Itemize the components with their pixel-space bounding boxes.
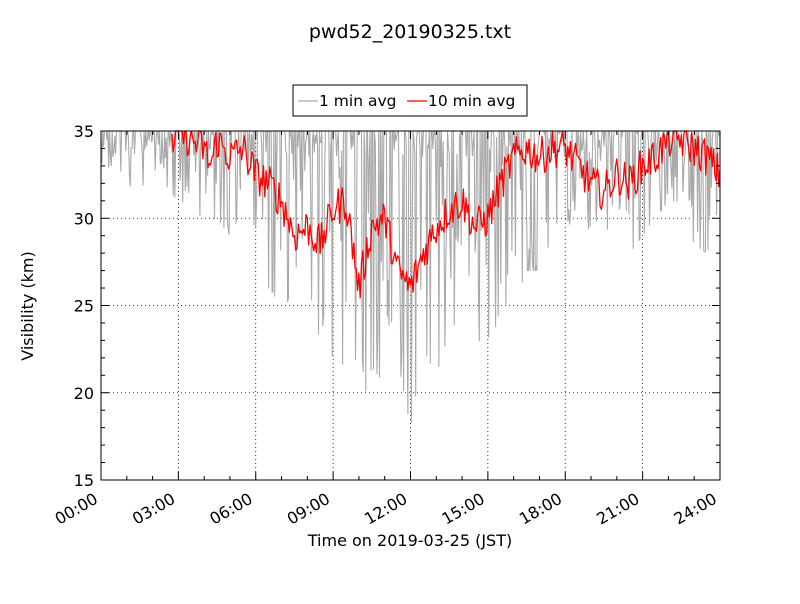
- x-tick-label: 18:00: [516, 489, 565, 529]
- x-axis-label: Time on 2019-03-25 (JST): [307, 531, 512, 550]
- legend-label-10min: 10 min avg: [428, 92, 515, 110]
- y-tick-label: 35: [74, 122, 94, 141]
- series-layer: [100, 130, 721, 423]
- series-line-10min-avg: [171, 130, 721, 299]
- y-tick-label: 20: [74, 384, 94, 403]
- y-tick-label: 25: [74, 297, 94, 316]
- x-tick-label: 21:00: [593, 489, 642, 529]
- x-tick-label: 03:00: [129, 489, 178, 529]
- tick-layer: [100, 130, 721, 481]
- x-tick-label: 12:00: [361, 489, 410, 529]
- x-tick-label: 15:00: [438, 489, 487, 529]
- legend: 1 min avg 10 min avg: [292, 84, 528, 117]
- x-tick-label: 00:00: [52, 489, 101, 529]
- x-tick-label: 24:00: [671, 489, 720, 529]
- y-tick-label: 15: [74, 471, 94, 490]
- y-tick-label: 30: [74, 209, 94, 228]
- series-line-1min-avg: [100, 130, 721, 423]
- x-tick-label: 06:00: [206, 489, 255, 529]
- legend-label-1min: 1 min avg: [319, 92, 396, 110]
- x-tick-label: 09:00: [284, 489, 333, 529]
- y-axis-label: Visibility (km): [18, 251, 37, 360]
- axis-label-layer: 00:00 03:00 06:00 09:00 12:00 15:00 18:00 21:00…: [52, 122, 720, 529]
- chart-title: pwd52_20190325.txt: [309, 21, 511, 43]
